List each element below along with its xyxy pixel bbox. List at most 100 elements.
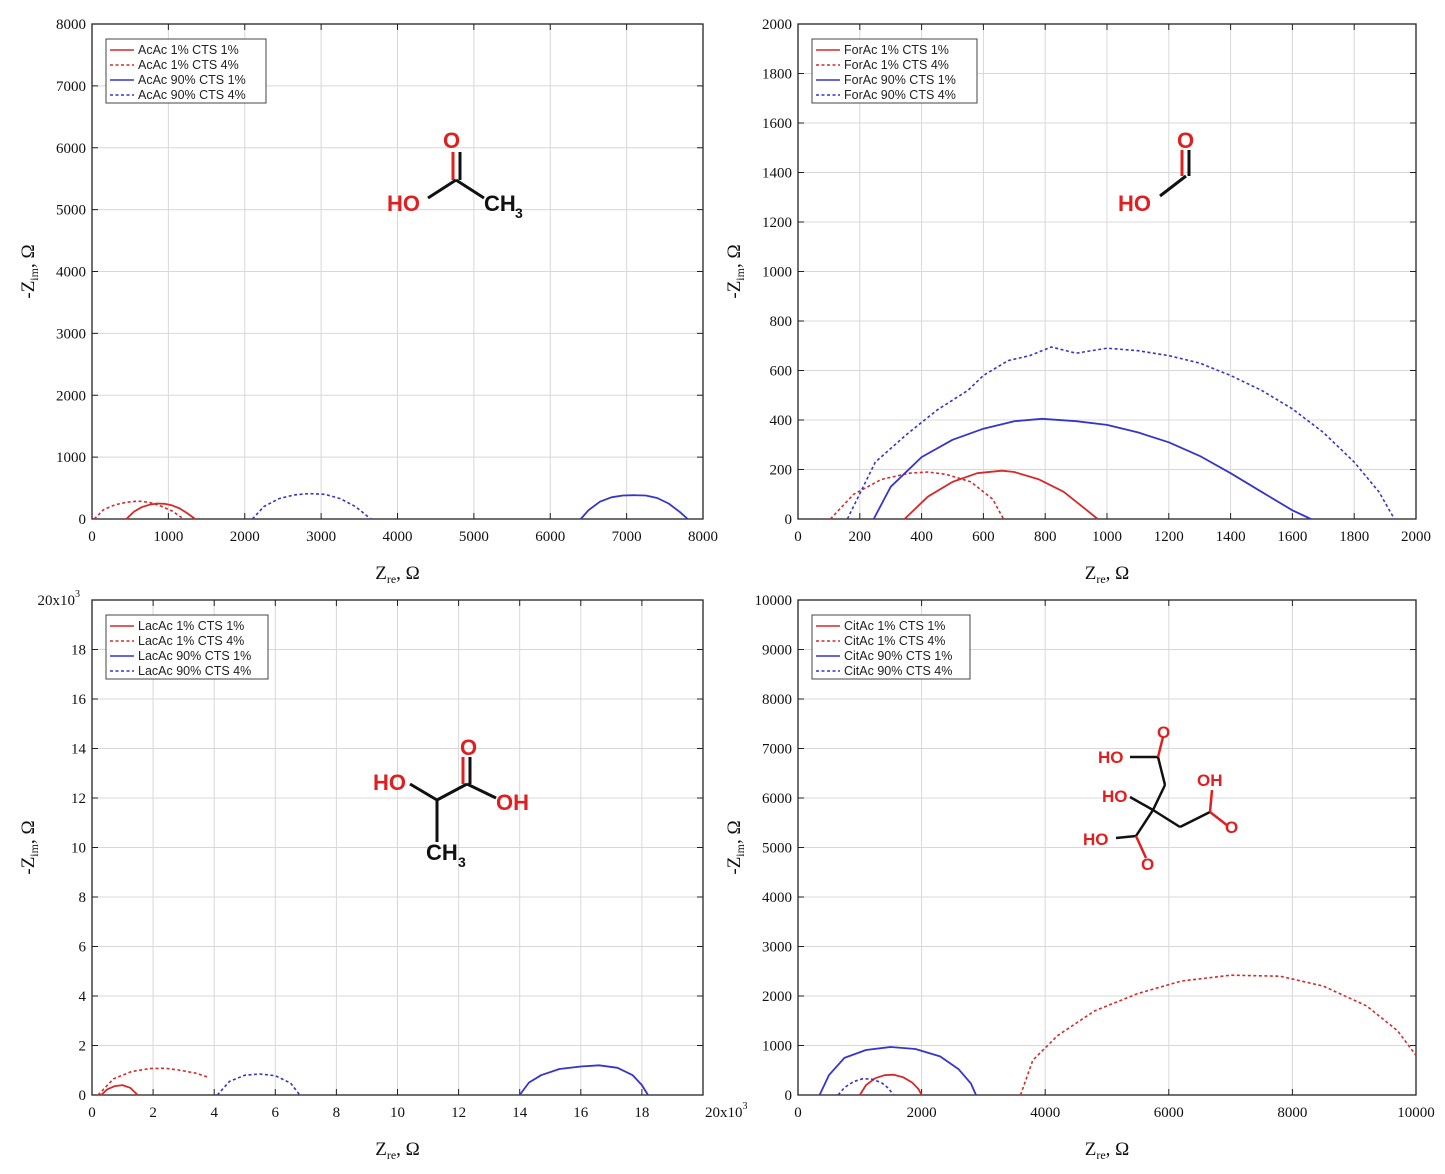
x-tick-label: 0	[88, 1105, 96, 1121]
y-tick-label: 8000	[56, 17, 86, 33]
y-tick-label: 8000	[762, 692, 792, 708]
x-tick-label: 6000	[535, 529, 565, 545]
series-line-0	[903, 469, 1099, 520]
formic-acid-structure: O HO	[1118, 128, 1194, 216]
legend-box	[105, 614, 269, 680]
svg-text:HO: HO	[1118, 191, 1151, 216]
panel-formic-acid: 0 200 400 600 800 1000 1200 1400 1600 1800 2000 0 20…	[724, 17, 1431, 586]
y-tick-label: 7000	[56, 79, 86, 95]
y-tick-label: 3000	[762, 940, 792, 956]
y-tick-label: 5000	[56, 203, 86, 219]
x-tick-label: 6	[272, 1105, 280, 1121]
legend-label: ForAc 1% CTS 1%	[844, 43, 949, 57]
y-tick-label: 1000	[762, 1039, 792, 1055]
y-axis-label: -Zim, Ω	[18, 820, 41, 874]
svg-text:CH: CH	[484, 191, 516, 216]
legend-label: AcAc 90% CTS 1%	[138, 73, 246, 87]
y-tick-label: 1000	[56, 450, 86, 466]
series-line-3	[216, 1073, 301, 1096]
series-line-2	[580, 494, 689, 520]
y-tick-label: 5000	[762, 841, 792, 857]
y-tick-label: 7000	[762, 742, 792, 758]
x-tick-label: 8000	[1277, 1105, 1307, 1121]
x-tick-label: 800	[1034, 529, 1057, 545]
series-line-2	[872, 417, 1312, 520]
x-axis-label: Zre, Ω	[1085, 1139, 1130, 1162]
legend-label: AcAc 1% CTS 4%	[138, 58, 239, 72]
x-axis-label: Zre, Ω	[1085, 563, 1130, 586]
svg-text:3: 3	[458, 854, 466, 870]
x-tick-label: 1400	[1216, 529, 1246, 545]
legend-label: CitAc 1% CTS 4%	[844, 634, 945, 648]
legend-label: LacAc 90% CTS 1%	[138, 649, 251, 663]
svg-text:O: O	[443, 128, 460, 153]
svg-text:CH: CH	[426, 840, 458, 865]
y-axis-label: -Zim, Ω	[724, 244, 747, 298]
legend-label: LacAc 90% CTS 4%	[138, 664, 251, 678]
series-line-3	[251, 492, 372, 520]
x-tick-label: 5000	[459, 529, 489, 545]
y-tick-label: 0	[79, 1088, 87, 1104]
y-axis-label: -Zim, Ω	[724, 820, 747, 874]
x-tick-label: 8	[333, 1105, 341, 1121]
x-tick-label: 0	[794, 1105, 802, 1121]
citric-acid-structure: O HO OH HO O HO O	[1083, 723, 1238, 874]
x-tick-label: 4	[210, 1105, 218, 1121]
x-tick-label: 1000	[153, 529, 183, 545]
y-tick-label: 2000	[762, 17, 792, 33]
svg-text:O: O	[460, 735, 477, 760]
y-tick-label: 20x103	[38, 589, 81, 609]
y-tick-label: 12	[71, 791, 86, 807]
svg-text:HO: HO	[387, 191, 420, 216]
x-tick-label: 1600	[1277, 529, 1307, 545]
series-line-1	[829, 471, 1005, 520]
svg-text:OH: OH	[496, 790, 529, 815]
y-tick-label: 2	[79, 1039, 87, 1055]
y-tick-label: 6000	[56, 141, 86, 157]
x-tick-label: 10	[390, 1105, 405, 1121]
x-tick-label: 400	[910, 529, 933, 545]
svg-text:O: O	[1157, 723, 1170, 742]
y-tick-label: 14	[71, 742, 87, 758]
svg-text:O: O	[1225, 818, 1238, 837]
x-tick-label: 16	[573, 1105, 589, 1121]
x-tick-label: 8000	[688, 529, 718, 545]
x-tick-label: 1000	[1092, 529, 1122, 545]
y-tick-label: 400	[770, 413, 793, 429]
y-tick-label: 10	[71, 841, 86, 857]
panel-citric-acid: 0 2000 4000 6000 8000 10000 0 1000 2000 3000 4000 5…	[724, 593, 1435, 1162]
legend-label: AcAc 90% CTS 4%	[138, 88, 246, 102]
y-tick-label: 0	[785, 1088, 793, 1104]
legend-label: CitAc 90% CTS 1%	[844, 649, 952, 663]
x-tick-label: 3000	[306, 529, 336, 545]
series-line-3	[837, 1077, 895, 1096]
y-tick-label: 800	[770, 314, 793, 330]
x-tick-label: 18	[634, 1105, 649, 1121]
x-tick-label: 600	[972, 529, 995, 545]
legend-label: ForAc 90% CTS 4%	[844, 88, 956, 102]
series-line-1	[97, 1067, 209, 1096]
acetic-acid-structure: O HO CH 3	[387, 128, 523, 221]
svg-text:3: 3	[515, 205, 523, 221]
x-tick-label: 2	[149, 1105, 157, 1121]
y-tick-label: 18	[71, 643, 86, 659]
y-tick-label: 2000	[56, 388, 86, 404]
series-line-0	[125, 502, 196, 520]
y-tick-label: 4	[79, 989, 87, 1005]
x-tick-label: 2000	[907, 1105, 937, 1121]
y-tick-label: 0	[79, 512, 87, 528]
svg-text:O: O	[1141, 855, 1154, 874]
x-tick-label: 0	[88, 529, 96, 545]
y-tick-label: 4000	[762, 890, 792, 906]
y-tick-label: 600	[770, 364, 793, 380]
legend-label: CitAc 1% CTS 1%	[844, 619, 945, 633]
x-tick-label: 4000	[383, 529, 413, 545]
legend-label: ForAc 90% CTS 1%	[844, 73, 956, 87]
y-tick-label: 1800	[762, 67, 792, 83]
y-tick-label: 16	[71, 692, 87, 708]
svg-text:O: O	[1177, 128, 1194, 153]
x-tick-label: 0	[794, 529, 802, 545]
svg-text:HO: HO	[1083, 830, 1109, 849]
svg-text:HO: HO	[1098, 748, 1124, 767]
